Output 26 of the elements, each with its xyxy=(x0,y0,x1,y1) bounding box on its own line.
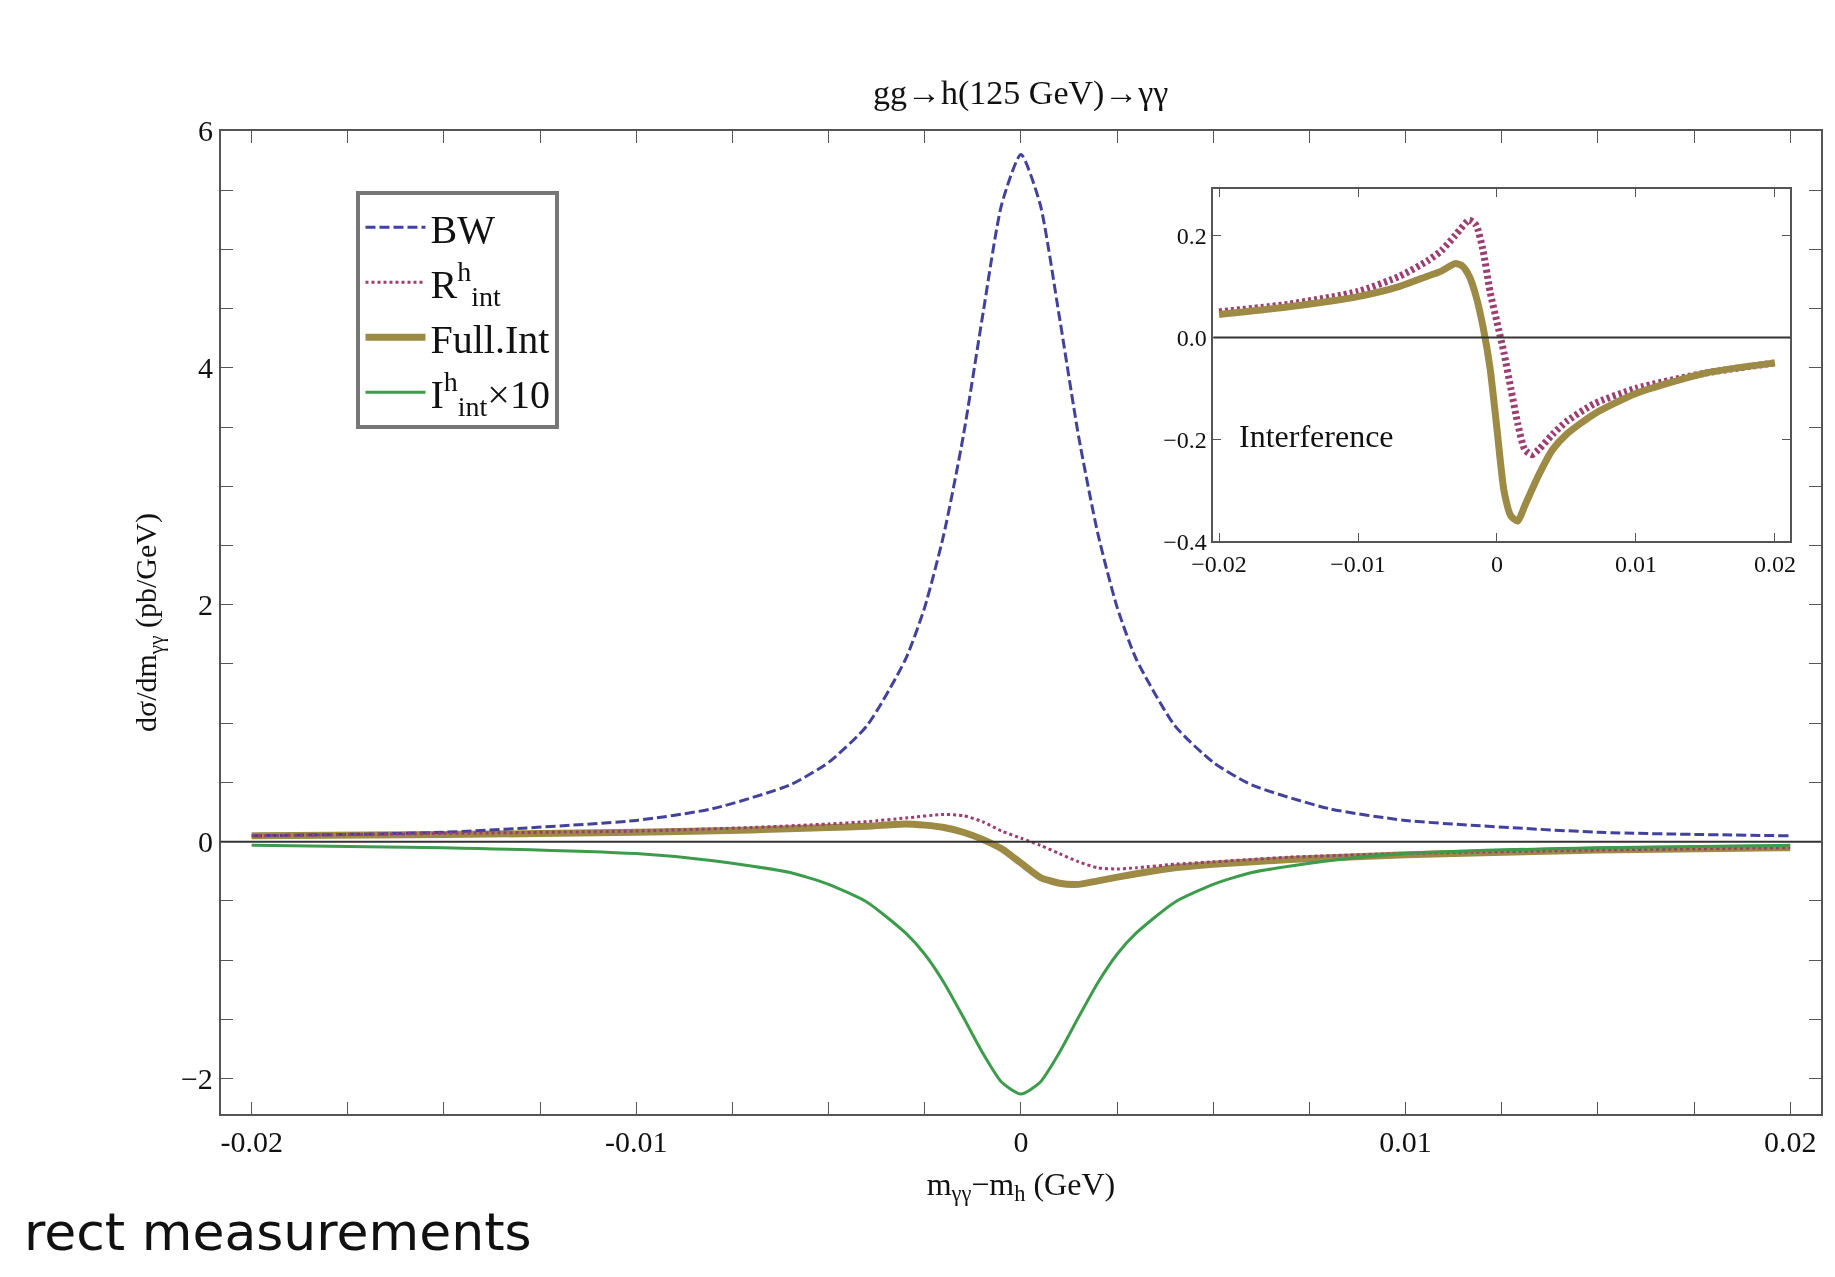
y-tick-label: 0.0 xyxy=(1176,324,1207,351)
legend-label: Full.Int xyxy=(430,316,550,362)
y-tick-label: −2 xyxy=(180,1062,213,1096)
y-tick-label: 4 xyxy=(197,351,213,385)
x-tick-label: 0.02 xyxy=(1753,551,1796,578)
x-tick-label: -0.01 xyxy=(605,1125,668,1159)
x-tick-label: -0.02 xyxy=(220,1125,283,1159)
x-tick-label: 0.02 xyxy=(1763,1125,1817,1159)
x-tick-label: −0.01 xyxy=(1330,551,1386,578)
annotation: Interference xyxy=(1239,418,1394,454)
x-tick-label: 0.01 xyxy=(1379,1125,1432,1159)
x-tick-label: 0.01 xyxy=(1614,551,1657,578)
legend-label: I$^{h}$$_{int}$×10 xyxy=(430,366,550,423)
chart-title: gg→h(125 GeV)→γγ xyxy=(873,74,1169,112)
x-tick-label: 0 xyxy=(1013,1125,1029,1159)
y-tick-label: 6 xyxy=(197,114,213,148)
y-tick-label: 0.2 xyxy=(1176,222,1207,249)
legend-label: BW xyxy=(430,206,496,252)
line-series xyxy=(250,843,1792,1096)
x-tick-label: 0 xyxy=(1490,551,1503,578)
text: rect measurements xyxy=(24,1202,532,1262)
y-tick-label: −0.2 xyxy=(1163,426,1207,453)
x-axis-title: m$_{γγ}$−m$_{h}$ (GeV) xyxy=(926,1165,1116,1207)
y-tick-label: 2 xyxy=(197,588,213,622)
line-series xyxy=(250,812,1792,871)
y-tick-label: 0 xyxy=(197,825,213,859)
